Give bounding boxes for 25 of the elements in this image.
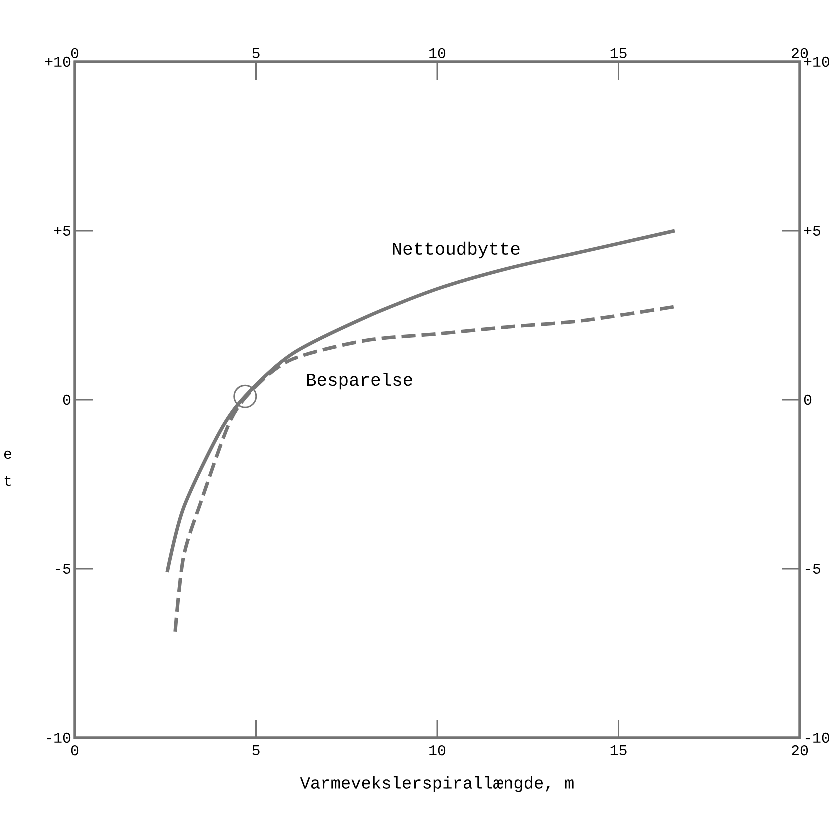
x-tick-label: 10 <box>430 48 446 58</box>
x-tick-label: 20 <box>792 48 808 58</box>
y-tick-label: -5 <box>56 564 71 574</box>
x-axis-title: Varmevekslerspirallængde, m <box>300 776 574 792</box>
y2-tick-label: +10 <box>804 56 830 68</box>
series-label: Nettoudbytte <box>393 242 520 259</box>
y2-tick-label: 0 <box>804 394 812 406</box>
y2-tick-label: -10 <box>806 732 830 744</box>
y-tick-label: -10 <box>47 732 71 744</box>
x2-tick-label: 0 <box>71 746 79 756</box>
x2-tick-label: 20 <box>792 746 808 756</box>
y-tick-label: 0 <box>63 394 71 406</box>
x2-tick-label: 15 <box>610 746 627 756</box>
x-tick-label: 5 <box>252 48 260 58</box>
y2-tick-label: -5 <box>806 564 821 574</box>
x2-tick-label: 5 <box>252 746 260 756</box>
text: e <box>4 450 12 460</box>
series-label: Besparelse <box>307 372 412 390</box>
x-tick-label: 15 <box>610 48 627 58</box>
y-tick-label: +5 <box>54 226 71 236</box>
y-tick-label: +10 <box>45 56 71 68</box>
text: t <box>4 476 11 486</box>
y2-tick-label: +5 <box>804 226 821 236</box>
x2-tick-label: 10 <box>430 746 446 756</box>
x-tick-label: 0 <box>71 48 79 58</box>
